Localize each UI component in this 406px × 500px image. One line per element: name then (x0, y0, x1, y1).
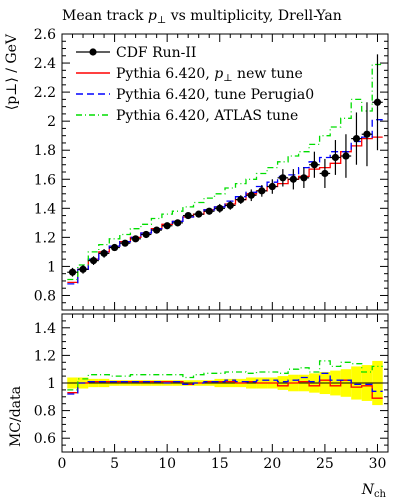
data-point (89, 257, 98, 265)
x-tick-label: 0 (58, 456, 67, 472)
data-point (321, 169, 329, 178)
x-tick-label: 20 (263, 456, 281, 472)
legend-label-perugia0: Pythia 6.420, tune Perugia0 (116, 87, 314, 103)
data-point (195, 210, 203, 218)
y-tick-label: 1.8 (34, 143, 56, 159)
y-axis-label: ⟨p⊥⟩ / GeV (4, 33, 20, 110)
data-point (142, 230, 150, 239)
series-perugia0 (67, 119, 383, 285)
y-tick-label: 2.6 (34, 27, 56, 43)
x-tick-label: 15 (211, 456, 229, 472)
data-point (342, 152, 350, 160)
data-point (110, 243, 119, 252)
title-sub: ⊥ (157, 15, 166, 26)
legend-sub: ⊥ (223, 73, 232, 84)
legend-text: Pythia 6.420, (116, 66, 214, 82)
data-point (216, 204, 224, 212)
data-point (226, 201, 234, 210)
y-tick-label: 0.8 (34, 288, 56, 304)
data-point (132, 235, 140, 243)
data-point (174, 219, 182, 227)
series-atlas (67, 63, 383, 281)
y-tick-label: 1 (47, 259, 56, 275)
data-point (237, 196, 245, 204)
data-point (79, 265, 87, 273)
data-point (68, 268, 77, 276)
data-point (121, 239, 129, 247)
title-text: Mean track (62, 8, 148, 24)
y-tick-label: 1.2 (34, 230, 56, 246)
data-point (163, 222, 171, 230)
x-tick-label: 10 (158, 456, 176, 472)
ratio-y-tick-label: 1.4 (34, 321, 56, 337)
x-tick-label: 5 (110, 456, 119, 472)
ratio-panel: 0 5 10 15 20 25 30 0.6 0.8 1 1.2 1.4 (34, 313, 389, 472)
legend-p: p (214, 66, 223, 82)
data-point (184, 211, 192, 220)
data-point (100, 249, 108, 257)
y-tick-label: 1.4 (34, 201, 56, 217)
data-point (352, 134, 361, 143)
xlabel-sub: ch (374, 489, 387, 500)
legend-label-atlas: Pythia 6.420, ATLAS tune (116, 108, 298, 124)
ratio-y-tick-label: 1 (47, 376, 56, 392)
x-tick-label: 30 (369, 456, 387, 472)
title-text-end: vs multiplicity, Drell-Yan (166, 8, 342, 24)
chart-title: Mean track p⊥ vs multiplicity, Drell-Yan (62, 8, 342, 26)
data-point (289, 175, 297, 183)
title-p: p (148, 8, 157, 24)
data-point (247, 191, 255, 199)
data-point (363, 130, 371, 138)
legend-suffix: new tune (233, 66, 303, 82)
x-axis-label: Nch (361, 482, 387, 500)
legend-text: Pythia 6.420, ATLAS tune (116, 108, 298, 124)
data-point (153, 226, 161, 234)
legend-text: Pythia 6.420, tune Perugia0 (116, 87, 314, 103)
data-point (279, 174, 287, 182)
data-point (373, 98, 382, 106)
ratio-series-perugia0 (67, 372, 383, 395)
ratio-y-tick-label: 0.6 (34, 431, 56, 447)
y-tick-label: 2.2 (34, 85, 56, 101)
data-point (310, 161, 318, 169)
data-point (205, 207, 213, 215)
y-tick-label: 1.6 (34, 172, 56, 188)
data-point (268, 182, 276, 191)
ratio-y-tick-label: 0.8 (34, 404, 56, 420)
xlabel-n: N (361, 482, 375, 498)
ratio-y-axis-label: MC/data (8, 386, 24, 447)
data-point (300, 174, 308, 182)
data-point (258, 187, 266, 195)
data-point (331, 153, 340, 162)
legend-text: CDF Run-II (116, 45, 196, 61)
legend-label-data: CDF Run-II (116, 45, 196, 61)
ratio-y-tick-label: 1.2 (34, 348, 56, 364)
y-tick-label: 2.4 (34, 56, 56, 72)
legend-label-new_tune: Pythia 6.420, p⊥ new tune (116, 66, 303, 84)
main-panel: 0.8 1 1.2 1.4 1.6 1.8 2 2.2 2.4 2.6 (34, 27, 389, 311)
legend-data-marker (89, 48, 97, 56)
x-tick-label: 25 (316, 456, 334, 472)
y-tick-label: 2 (47, 114, 56, 130)
ratio-series-atlas (67, 360, 383, 391)
